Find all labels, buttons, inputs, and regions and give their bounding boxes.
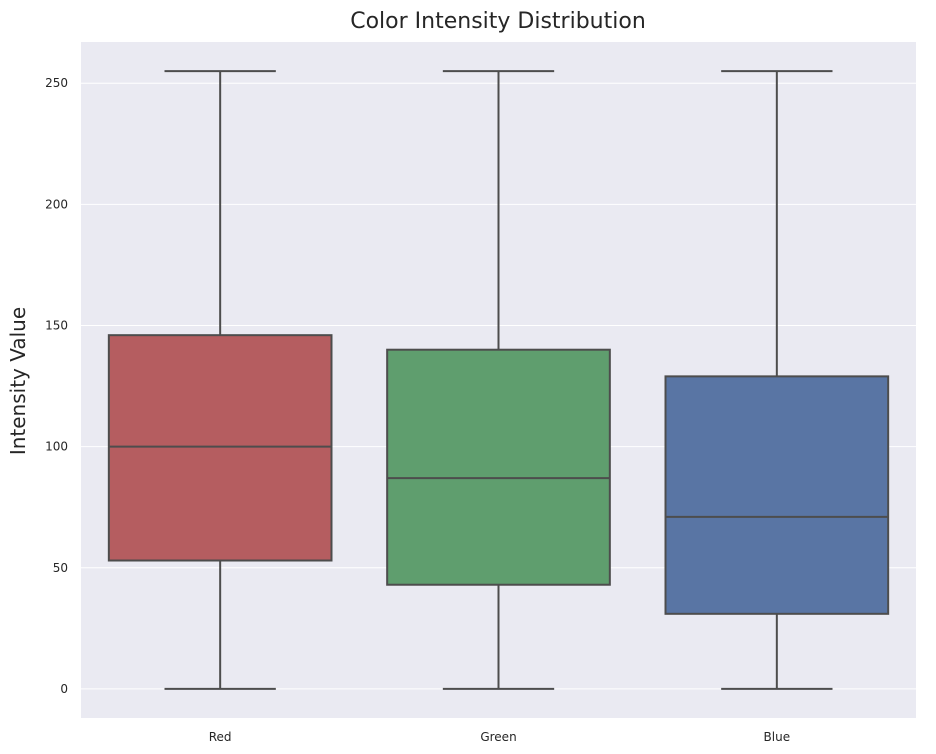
y-tick-100: 100 <box>45 440 68 454</box>
boxes <box>107 70 890 690</box>
box-green <box>386 70 611 690</box>
iqr-box-blue <box>664 375 890 615</box>
y-axis-label: Intensity Value <box>6 307 30 455</box>
iqr-box-green <box>386 348 611 586</box>
y-tick-0: 0 <box>60 682 68 696</box>
y-tick-50: 50 <box>53 561 68 575</box>
y-tick-labels: 0 50 100 150 200 250 <box>45 76 68 696</box>
y-tick-250: 250 <box>45 76 68 90</box>
x-tick-blue: Blue <box>764 730 791 744</box>
y-tick-150: 150 <box>45 318 68 332</box>
y-tick-200: 200 <box>45 197 68 211</box>
chart-title: Color Intensity Distribution <box>350 9 646 34</box>
iqr-box-red <box>107 334 333 562</box>
box-red <box>107 70 333 690</box>
x-tick-red: Red <box>209 730 232 744</box>
x-tick-green: Green <box>480 730 516 744</box>
box-blue <box>664 70 890 690</box>
x-tick-labels: Red Green Blue <box>209 730 790 744</box>
